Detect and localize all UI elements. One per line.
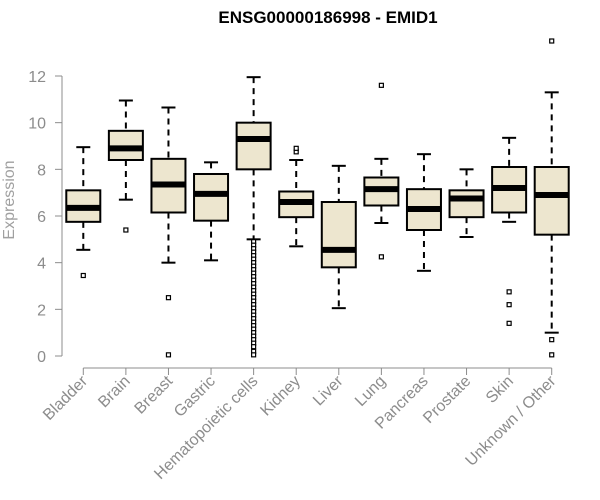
y-tick-label: 0 <box>37 349 46 366</box>
outlier-point <box>378 82 384 88</box>
x-tick-label: Skin <box>483 373 517 407</box>
outlier-point <box>80 272 86 279</box>
x-tick-label: Bladder <box>40 372 91 423</box>
y-tick-label: 10 <box>28 116 46 133</box>
outlier-point <box>251 344 257 350</box>
outlier-point <box>506 320 512 326</box>
box-brain <box>107 99 144 233</box>
y-axis-label: Expression <box>1 160 18 239</box>
box-pancreas <box>405 153 442 272</box>
box-hematopoietic-cells <box>235 76 272 358</box>
y-tick-label: 2 <box>37 302 46 319</box>
box-prostate <box>448 168 485 238</box>
outlier-point <box>549 352 555 358</box>
x-tick-label: Lung <box>352 373 389 410</box>
x-tick-label: Brain <box>95 373 133 411</box>
y-tick-label: 6 <box>37 209 46 226</box>
outlier-point <box>123 227 129 233</box>
outlier-point <box>251 352 257 358</box>
box-series <box>65 38 570 358</box>
outlier-point <box>506 289 512 295</box>
y-tick-label: 8 <box>37 162 46 179</box>
box-iqr <box>320 201 357 269</box>
x-tick-label: Breast <box>132 372 177 417</box>
y-tick-label: 12 <box>28 69 46 86</box>
outlier-point <box>165 352 172 358</box>
y-tick-label: 4 <box>37 256 46 273</box>
box-skin <box>491 136 528 326</box>
chart-title: ENSG00000186998 - EMID1 <box>218 8 437 27</box>
outlier-point <box>549 337 555 343</box>
x-tick-label: Prostate <box>420 373 474 427</box>
outlier-point <box>549 38 555 44</box>
x-tick-label: Kidney <box>257 373 304 420</box>
box-liver <box>320 164 357 310</box>
box-iqr <box>533 166 570 236</box>
box-bladder <box>65 146 102 279</box>
box-unknown-other <box>533 38 570 358</box>
box-kidney <box>278 145 315 248</box>
box-iqr <box>193 173 230 222</box>
box-lung <box>363 82 400 260</box>
box-iqr <box>448 189 485 219</box>
box-gastric <box>193 161 230 262</box>
outlier-point <box>506 302 512 308</box>
x-tick-label: Liver <box>310 372 347 409</box>
box-iqr <box>235 121 272 171</box>
box-breast <box>150 106 187 358</box>
outlier-point <box>378 254 384 260</box>
y-axis-ticks: 0 2 4 6 8 10 12 <box>28 69 62 366</box>
outlier-point <box>293 145 299 151</box>
outlier-point <box>165 295 172 301</box>
